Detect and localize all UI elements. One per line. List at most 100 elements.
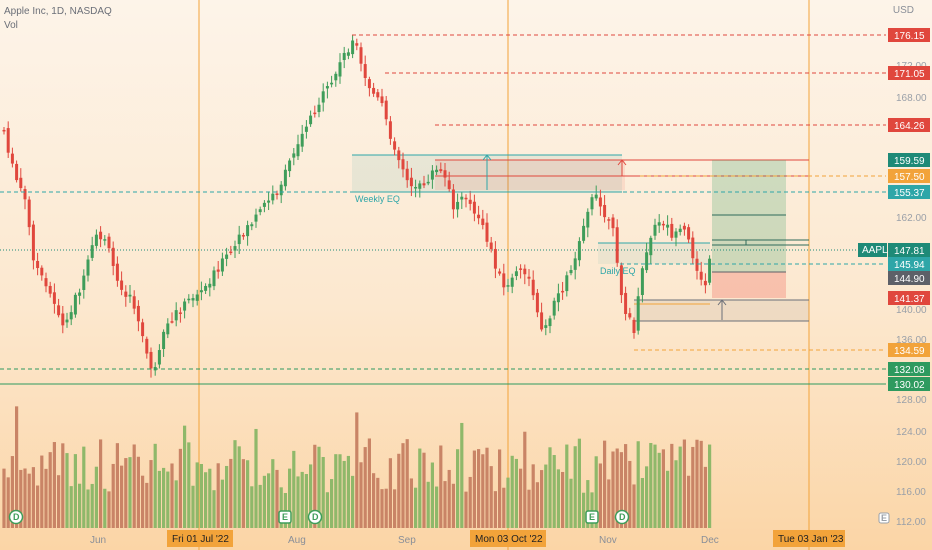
earnings-icon: E <box>589 512 595 522</box>
volume-bar <box>73 454 77 528</box>
volume-bar <box>397 453 401 528</box>
volume-bar <box>477 449 481 528</box>
x-tag-oct <box>470 530 546 547</box>
volume-bar <box>703 466 707 528</box>
candle <box>699 261 703 286</box>
volume-bar <box>523 431 527 528</box>
volume-bar <box>422 452 426 528</box>
volume-bar <box>502 487 506 528</box>
candle <box>246 220 250 246</box>
volume-bar <box>363 447 367 528</box>
candle <box>397 146 401 169</box>
price-tag-label: 132.08 <box>894 365 925 376</box>
price-tag-level-157: 157.50 <box>888 169 930 183</box>
dividend-event[interactable]: D <box>8 509 24 525</box>
volume-bar <box>187 442 191 528</box>
volume-bar <box>170 463 174 528</box>
candle <box>304 120 308 139</box>
volume-bar <box>439 445 443 528</box>
candle <box>61 306 65 334</box>
volume-bar <box>124 458 128 528</box>
candle <box>468 190 472 211</box>
candle <box>657 214 661 233</box>
candle <box>552 297 556 320</box>
price-tag-level-134: 134.59 <box>888 343 930 357</box>
candle <box>636 287 640 335</box>
price-tag-stop-141: 141.37 <box>888 291 930 305</box>
price-tag-target-159: 159.59 <box>888 153 930 167</box>
volume-bar <box>359 462 363 528</box>
candle <box>237 225 241 255</box>
volume-bar <box>569 478 573 528</box>
candle <box>15 160 19 183</box>
candle <box>401 152 405 178</box>
dividend-event[interactable]: D <box>614 509 630 525</box>
volume-bar <box>485 447 489 528</box>
position-target-zone[interactable] <box>712 160 786 272</box>
volume-bar <box>330 479 334 528</box>
candle <box>460 192 464 209</box>
candle <box>674 228 678 247</box>
volume-bar <box>10 456 14 528</box>
candle <box>405 160 409 188</box>
candle <box>2 127 6 135</box>
candle <box>670 217 674 241</box>
volume-bar <box>136 456 140 528</box>
volume-bar <box>628 460 632 528</box>
volume-bar <box>409 478 413 528</box>
candle <box>19 168 23 192</box>
dividend-event[interactable]: D <box>307 509 323 525</box>
candle <box>527 269 531 287</box>
candle <box>338 53 342 84</box>
volume-bar <box>27 473 31 528</box>
volume-bar <box>325 492 329 528</box>
volume-bar <box>653 444 657 528</box>
arrow-icon <box>482 154 492 190</box>
candle <box>271 185 275 205</box>
candle <box>556 283 560 312</box>
price-tag-label: 141.37 <box>894 294 925 305</box>
volume-bar <box>267 473 271 528</box>
earnings-event[interactable]: E <box>878 512 890 524</box>
candle <box>170 312 174 324</box>
position-stop-zone[interactable] <box>712 272 786 298</box>
candle <box>510 273 514 294</box>
candle <box>57 298 61 318</box>
symbol-title[interactable]: Apple Inc, 1D, NASDAQ <box>4 6 112 17</box>
volume-bar <box>2 468 6 528</box>
volume-bar <box>527 489 531 528</box>
volume-bar <box>107 491 111 528</box>
volume-bar <box>254 428 258 528</box>
volume-bar <box>94 466 98 528</box>
volume-series <box>2 406 712 528</box>
price-tick: 116.00 <box>896 487 926 498</box>
volume-bar <box>342 460 346 528</box>
volume-bar <box>573 446 577 528</box>
candle <box>107 233 111 253</box>
volume-bar <box>304 474 308 528</box>
price-tags: 176.15 171.05 164.26 159.59 157.50 155.37 147.… <box>888 28 930 391</box>
volume-bar <box>313 444 317 528</box>
candle <box>430 165 434 189</box>
price-tag-level-171: 171.05 <box>888 66 930 80</box>
volume-bar <box>220 479 224 528</box>
volume-label[interactable]: Vol <box>4 20 18 31</box>
volume-bar <box>300 471 304 528</box>
candle <box>258 206 262 216</box>
candle <box>111 241 115 276</box>
arrow-icon <box>617 159 627 176</box>
earnings-event[interactable]: E <box>278 510 292 524</box>
volume-bar <box>498 449 502 528</box>
price-tag-label: 134.59 <box>894 346 925 357</box>
volume-bar <box>506 477 510 528</box>
price-tick: 120.00 <box>896 457 927 468</box>
x-label-sep: Sep <box>398 535 416 546</box>
earnings-event[interactable]: E <box>585 510 599 524</box>
volume-bar <box>670 443 674 528</box>
candle <box>708 255 712 286</box>
candle <box>506 278 510 292</box>
volume-bar <box>493 491 497 528</box>
candle <box>23 185 27 210</box>
candle <box>225 247 229 267</box>
